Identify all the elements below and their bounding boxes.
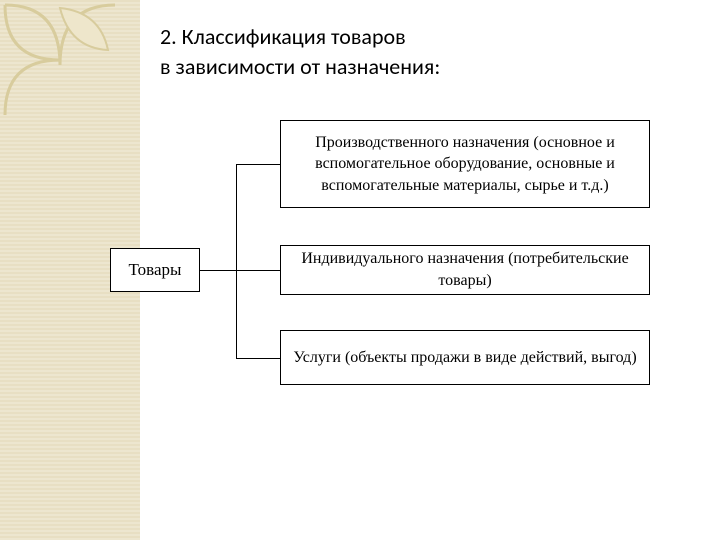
- title-line-1: 2. Классификация товаров: [160, 23, 406, 50]
- child-3-label: Услуги (объекты продажи в виде действий,…: [293, 347, 636, 369]
- root-label: Товары: [129, 260, 182, 280]
- child-2-label: Индивидуального назначения (потребительс…: [291, 248, 639, 291]
- tree-child-2: Индивидуального назначения (потребительс…: [280, 245, 650, 295]
- connector-branch-1: [236, 164, 280, 165]
- connector-branch-2: [236, 270, 280, 271]
- page-title: 2. Классификация товаров в зависимости о…: [160, 22, 440, 81]
- tree-root: Товары: [110, 248, 200, 292]
- title-line-2: в зависимости от назначения:: [160, 53, 440, 80]
- connector-branch-3: [236, 358, 280, 359]
- connector-root-out: [200, 270, 236, 271]
- tree-child-1: Производственного назначения (основное и…: [280, 120, 650, 208]
- tree-child-3: Услуги (объекты продажи в виде действий,…: [280, 330, 650, 385]
- connector-trunk: [236, 164, 237, 358]
- classification-tree: Товары Производственного назначения (осн…: [110, 120, 670, 440]
- leaf-icon: [0, 0, 140, 120]
- child-1-label: Производственного назначения (основное и…: [291, 132, 639, 197]
